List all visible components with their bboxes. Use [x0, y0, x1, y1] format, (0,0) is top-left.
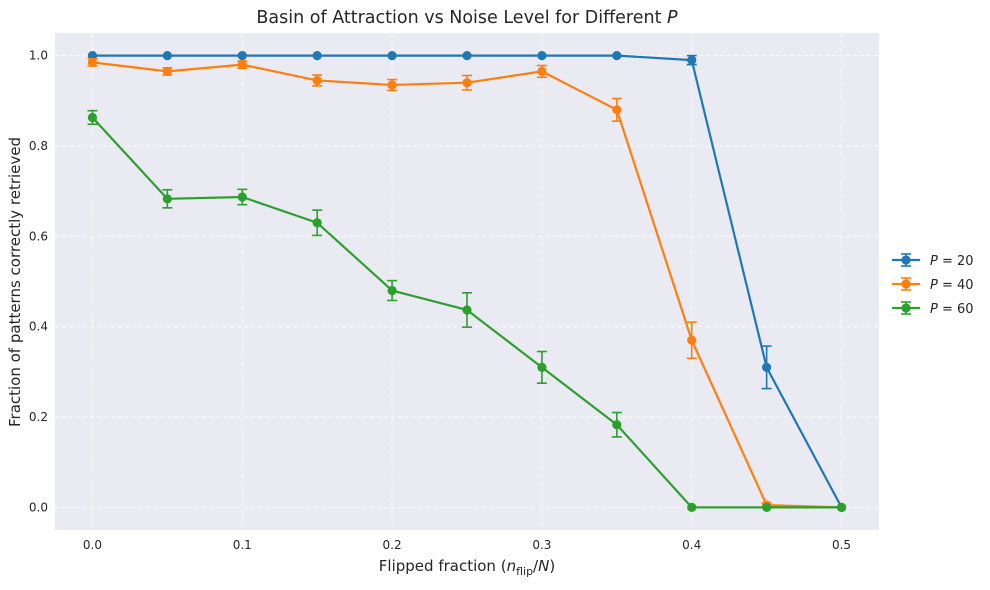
legend-entry-2: P = 40	[892, 277, 974, 293]
data-point	[312, 50, 322, 61]
legend-label: P = 60	[930, 302, 974, 317]
y-tick-labels: 0.0 0.2 0.4 0.6 0.8 1.0	[29, 49, 48, 515]
data-point	[237, 60, 247, 70]
data-point	[87, 112, 98, 123]
data-point	[237, 50, 247, 61]
data-point	[312, 218, 322, 228]
y-tick-label: 0.2	[29, 410, 48, 424]
data-point	[612, 105, 622, 115]
x-tick-labels: 0.0 0.1 0.2 0.3 0.4 0.5	[83, 538, 851, 552]
data-point	[387, 285, 397, 296]
data-point	[537, 66, 547, 77]
data-point	[387, 80, 397, 90]
legend-marker	[901, 303, 911, 313]
data-point	[836, 502, 847, 513]
x-tick-label: 0.3	[532, 538, 551, 552]
y-axis-label: Fraction of patterns correctly retrieved	[6, 137, 24, 427]
data-point	[237, 192, 247, 202]
data-point	[687, 335, 697, 345]
data-point	[762, 362, 772, 372]
x-tick-label: 0.1	[233, 538, 252, 552]
legend-label: P = 20	[930, 254, 974, 269]
data-point	[312, 75, 322, 86]
data-point	[687, 55, 697, 65]
legend: P = 20 P = 40 P = 60	[892, 253, 974, 317]
legend-entry-3: P = 60	[892, 301, 974, 317]
x-tick-label: 0.4	[682, 538, 701, 552]
series-3	[87, 109, 847, 513]
data-point	[762, 502, 772, 513]
data-point	[462, 78, 472, 88]
legend-label: P = 40	[930, 278, 974, 293]
y-tick-label: 1.0	[29, 49, 48, 63]
data-point	[687, 502, 697, 513]
data-point	[462, 50, 472, 61]
data-point	[162, 66, 172, 77]
x-tick-label: 0.0	[83, 538, 102, 552]
plot-area	[55, 33, 879, 530]
y-tick-label: 0.0	[29, 500, 48, 514]
data-point	[87, 50, 98, 61]
y-tick-label: 0.8	[29, 139, 48, 153]
legend-marker	[901, 279, 911, 289]
data-point	[537, 362, 547, 372]
series-1	[87, 50, 847, 513]
y-tick-label: 0.4	[29, 320, 48, 334]
x-tick-label: 0.2	[383, 538, 402, 552]
data-point	[612, 50, 622, 61]
x-tick-label: 0.5	[832, 538, 851, 552]
data-point	[162, 194, 172, 204]
data-point	[462, 305, 472, 315]
chart-title: Basin of Attraction vs Noise Level for D…	[256, 8, 678, 28]
data-point	[537, 50, 547, 61]
data-point	[87, 57, 98, 67]
series-layer	[87, 50, 847, 513]
y-tick-label: 0.6	[29, 229, 48, 243]
data-point	[387, 50, 397, 61]
x-axis-label: Flipped fraction (nflip/N)	[379, 557, 555, 578]
data-point	[162, 50, 172, 61]
legend-entry-1: P = 20	[892, 253, 974, 269]
data-point	[612, 420, 622, 430]
legend-marker	[901, 255, 911, 265]
